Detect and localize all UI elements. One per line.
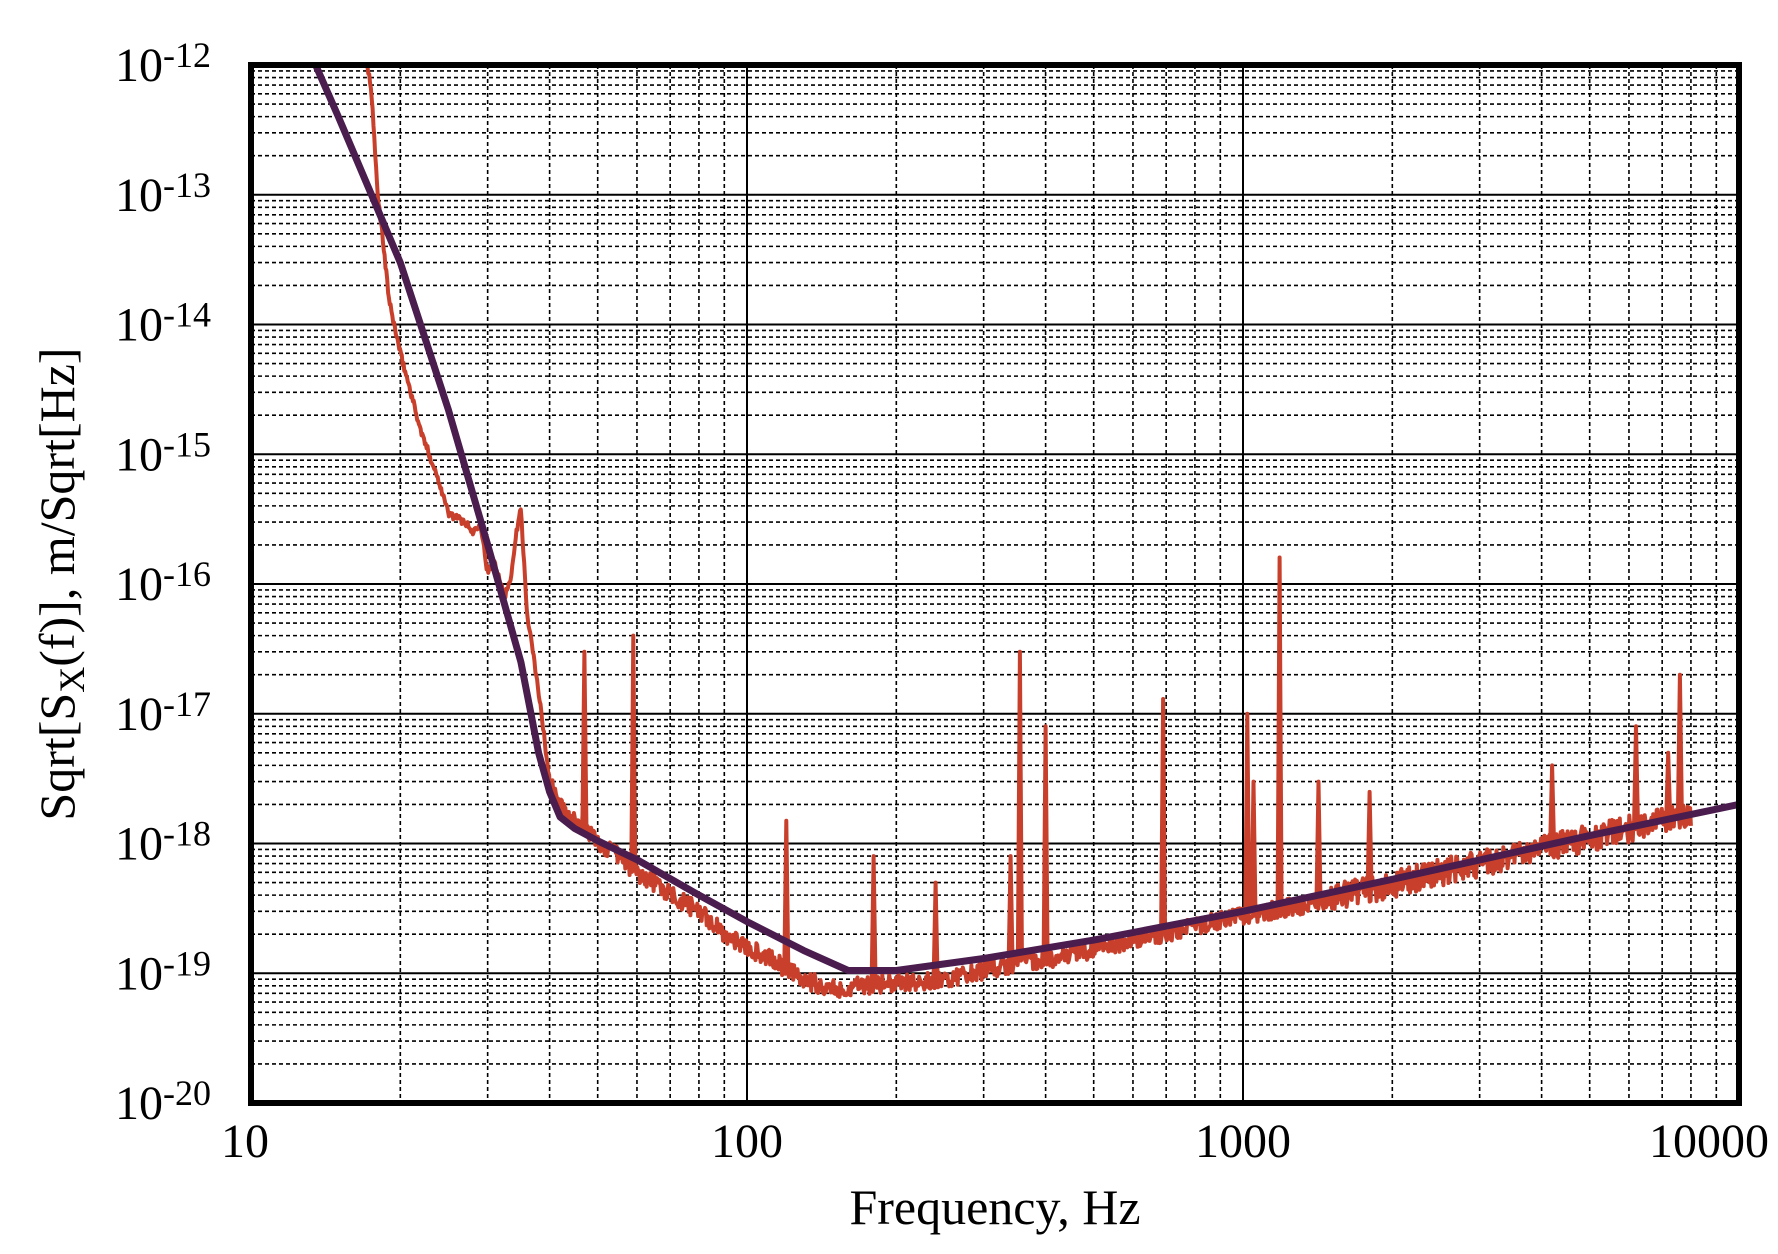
y-tick-label: 10-14: [115, 295, 211, 352]
y-axis-label: Sqrt[SX(f)], m/Sqrt[Hz]: [29, 347, 92, 820]
measured-noise-spike: [629, 633, 638, 870]
y-tick-label: 10-19: [115, 943, 211, 1000]
y-tick-exponent: -19: [163, 943, 211, 983]
y-tick-base: 10: [115, 947, 163, 1000]
y-tick-base: 10: [115, 818, 163, 871]
y-tick-labels: 10-1210-1310-1410-1510-1610-1710-1810-19…: [115, 35, 211, 1130]
measured-noise-spike: [931, 880, 940, 980]
x-tick-labels: 10 100 1000 10000: [221, 1115, 1769, 1168]
y-tick-base: 10: [115, 169, 163, 222]
y-tick-label: 10-20: [115, 1073, 211, 1130]
x-tick-label: 10000: [1649, 1115, 1769, 1168]
measured-noise-spike: [1548, 763, 1557, 848]
y-tick-base: 10: [115, 688, 163, 741]
series-layer: [312, 65, 1739, 999]
x-tick-label: 10: [221, 1115, 269, 1168]
x-tick-label: 1000: [1195, 1115, 1291, 1168]
y-tick-base: 10: [115, 299, 163, 352]
measured-noise-spike: [1249, 779, 1258, 914]
measured-noise-spike: [1314, 779, 1323, 902]
y-tick-base: 10: [115, 39, 163, 92]
measured-noise-spike: [782, 818, 791, 969]
plot-frame: [248, 62, 1742, 1106]
y-tick-exponent: -20: [163, 1073, 211, 1113]
y-axis-label-suffix: (f)], m/Sqrt[Hz]: [29, 347, 85, 666]
measured-noise-spike: [1015, 649, 1024, 955]
measured-noise-spike: [1006, 854, 1015, 966]
y-tick-exponent: -18: [163, 814, 211, 854]
model-sensitivity-curve: [312, 65, 1739, 974]
y-tick-label: 10-12: [115, 35, 211, 92]
measured-noise-spike: [869, 854, 878, 985]
y-tick-exponent: -12: [163, 35, 211, 75]
measured-noise-spike: [1632, 724, 1640, 828]
x-axis-label: Frequency, Hz: [849, 1179, 1140, 1235]
y-tick-exponent: -13: [163, 165, 211, 205]
y-axis-label-subscript: X: [52, 667, 92, 693]
y-tick-base: 10: [115, 1077, 163, 1130]
measured-noise-spike: [1675, 672, 1684, 817]
y-tick-exponent: -14: [163, 295, 211, 335]
y-tick-label: 10-15: [115, 424, 211, 481]
y-tick-base: 10: [115, 558, 163, 611]
x-tick-label: 100: [711, 1115, 783, 1168]
y-tick-label: 10-18: [115, 814, 211, 871]
y-tick-label: 10-13: [115, 165, 211, 222]
measured-noise-trace: [318, 65, 1693, 999]
measured-noise-spike: [1041, 724, 1050, 961]
y-tick-exponent: -17: [163, 684, 211, 724]
y-tick-label: 10-16: [115, 554, 211, 611]
measured-noise-spike: [580, 649, 589, 825]
y-tick-label: 10-17: [115, 684, 211, 741]
measured-noise-spike: [1664, 750, 1673, 820]
y-tick-exponent: -15: [163, 424, 211, 464]
y-tick-exponent: -16: [163, 554, 211, 594]
major-gridlines: [250, 64, 1740, 1104]
y-tick-base: 10: [115, 428, 163, 481]
measured-noise-spike: [1275, 555, 1284, 910]
measured-noise-spike: [1243, 711, 1252, 915]
measured-noise-spike: [1159, 697, 1168, 935]
y-axis-label-prefix: Sqrt[S: [29, 693, 85, 821]
measured-noise-spike: [1365, 789, 1374, 890]
